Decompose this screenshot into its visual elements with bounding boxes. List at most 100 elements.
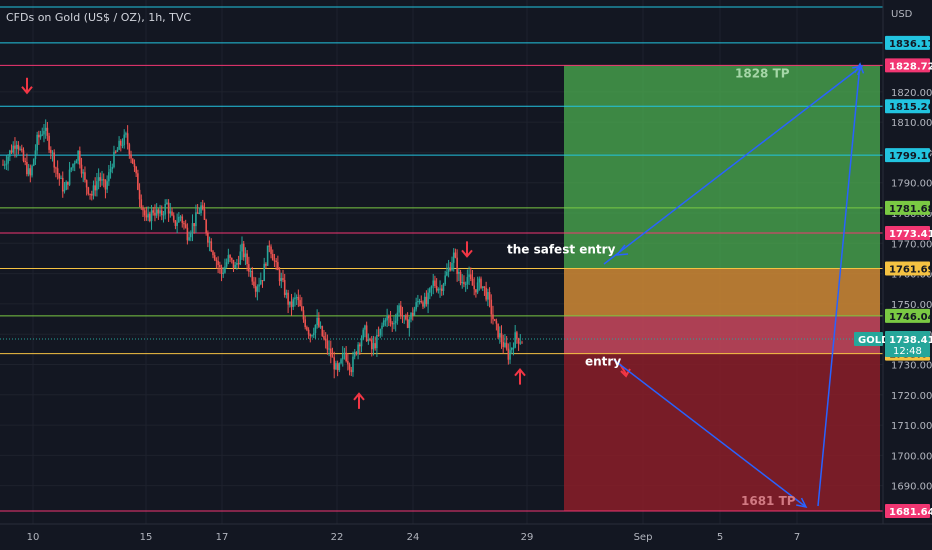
candle-body-172: [295, 297, 298, 299]
zone-3: [564, 353, 880, 511]
candles: [2, 119, 523, 379]
candle-body-66: [114, 151, 117, 153]
candle-body-19: [34, 150, 37, 160]
candle-body-165: [283, 280, 286, 295]
candle-body-267: [458, 271, 460, 274]
horizontal-levels: [0, 6, 883, 512]
candle-body-191: [328, 348, 330, 350]
candle-body-277: [475, 289, 477, 293]
candle-body-9: [17, 144, 20, 150]
candle-body-102: [176, 222, 178, 226]
red-arrow-head-1: [461, 249, 473, 258]
candle-body-21: [38, 134, 40, 138]
y-tick-3: 1720.00: [891, 391, 932, 402]
candle-body-294: [504, 342, 506, 347]
candle-body-93: [160, 210, 163, 216]
candle-body-97: [167, 202, 170, 214]
candle-body-56: [97, 177, 100, 182]
candle-body-188: [323, 335, 325, 339]
candle-body-190: [326, 340, 329, 350]
candle-body-6: [12, 145, 15, 153]
candle-body-161: [277, 262, 279, 271]
candle-body-236: [405, 315, 407, 320]
candle-body-98: [169, 211, 172, 214]
x-tick-7: 5: [717, 532, 723, 543]
candle-body-54: [94, 185, 96, 191]
candle-body-17: [31, 165, 33, 176]
candle-body-192: [329, 348, 332, 357]
candle-body-176: [302, 310, 305, 320]
candle-body-197: [338, 363, 341, 371]
candle-body-32: [56, 168, 59, 175]
candle-body-263: [451, 262, 453, 271]
candle-body-85: [147, 213, 149, 218]
candle-body-51: [89, 193, 91, 195]
red-arrow-head-2: [353, 392, 365, 401]
candle-body-178: [306, 327, 308, 330]
candle-body-76: [131, 158, 134, 164]
level-badge-2: [885, 58, 930, 73]
candle-body-57: [99, 177, 102, 181]
candle-body-121: [208, 241, 211, 243]
candle-body-82: [142, 207, 144, 211]
blue-arrow-line-2: [817, 63, 861, 507]
candle-body-157: [270, 246, 272, 254]
candle-body-208: [357, 344, 359, 354]
annotation-0: 1828 TP: [735, 67, 790, 81]
candle-body-10: [19, 148, 21, 150]
candle-body-185: [318, 317, 320, 327]
candle-body-210: [360, 338, 363, 347]
candle-body-260: [446, 271, 448, 276]
candle-body-292: [500, 333, 503, 343]
candle-body-137: [236, 263, 238, 265]
x-tick-4: 24: [407, 532, 420, 543]
annotation-3: 1681 TP: [741, 494, 796, 508]
candle-body-224: [384, 320, 387, 322]
candle-body-127: [219, 264, 221, 267]
candle-body-40: [70, 167, 73, 170]
candle-body-25: [44, 127, 47, 131]
candle-body-154: [265, 263, 267, 266]
candle-body-120: [207, 232, 209, 243]
candle-body-203: [348, 364, 351, 370]
candle-body-149: [256, 286, 259, 292]
candle-body-38: [67, 181, 69, 185]
candle-body-114: [196, 212, 199, 214]
candle-body-47: [82, 172, 85, 174]
candle-body-148: [254, 286, 257, 292]
candle-body-30: [53, 152, 56, 168]
candle-body-122: [210, 241, 213, 252]
y-tick-4: 1730.00: [891, 360, 932, 371]
candle-body-69: [119, 140, 122, 146]
candle-body-239: [410, 312, 412, 320]
x-tick-6: Sep: [634, 532, 653, 543]
candle-body-209: [359, 344, 361, 347]
candle-body-226: [388, 315, 390, 319]
candle-body-181: [311, 335, 313, 337]
candle-body-60: [104, 179, 107, 190]
candle-body-145: [249, 270, 252, 272]
candle-body-62: [108, 172, 110, 182]
candle-body-42: [73, 163, 76, 165]
y-tick-1: 1700.00: [891, 451, 932, 462]
candle-body-266: [456, 257, 458, 274]
time-axis[interactable]: 10 15 17 22 24 29 Sep 5 7: [27, 532, 801, 543]
candle-body-155: [266, 245, 269, 266]
candle-body-133: [229, 255, 231, 258]
candle-body-152: [261, 280, 264, 282]
candle-body-55: [96, 181, 98, 191]
candle-body-245: [420, 301, 423, 303]
candle-body-217: [372, 343, 375, 350]
candle-body-232: [398, 305, 400, 313]
candle-body-184: [316, 317, 318, 325]
blue-arrow-head-1: [796, 497, 808, 509]
currency-label: USD: [891, 9, 913, 20]
candle-body-49: [85, 180, 88, 188]
candle-body-129: [222, 272, 225, 275]
candle-body-230: [394, 320, 397, 324]
candle-body-156: [268, 245, 271, 247]
x-tick-5: 29: [521, 532, 534, 543]
x-tick-8: 7: [794, 532, 800, 543]
candle-body-8: [15, 144, 18, 149]
